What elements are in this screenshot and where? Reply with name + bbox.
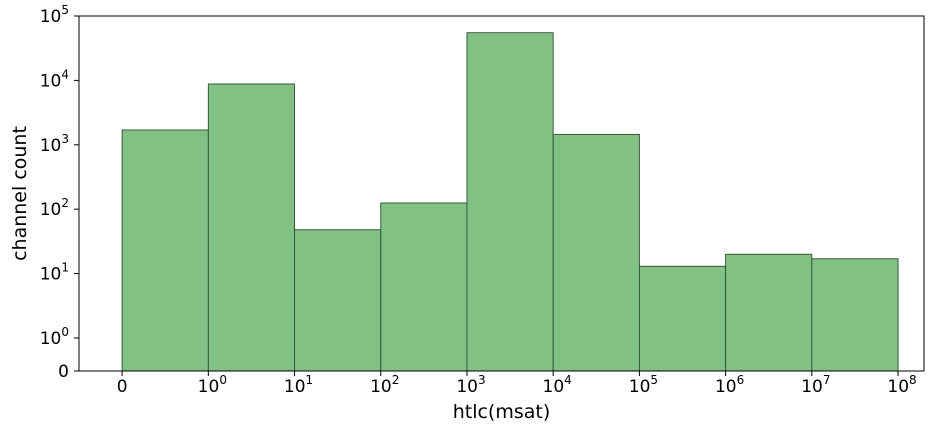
x-tick-label: 105 <box>629 373 658 397</box>
x-tick-label: 102 <box>370 373 399 397</box>
y-tick-label: 100 <box>40 325 69 349</box>
y-tick-label: 0 <box>58 362 69 382</box>
x-tick-label: 100 <box>198 373 227 397</box>
y-tick-label: 102 <box>40 196 69 220</box>
plot-frame <box>78 15 925 372</box>
histogram-bar-1 <box>207 83 295 372</box>
histogram-bar-3 <box>380 202 468 372</box>
histogram-bar-4 <box>466 32 554 372</box>
y-axis: 0 100 101 102 103 104 105 <box>40 3 79 382</box>
histogram-bar-5 <box>552 133 640 372</box>
y-axis-label: channel count <box>9 126 31 261</box>
x-tick-label: 103 <box>456 373 485 397</box>
x-tick-label: 101 <box>284 373 313 397</box>
x-tick-label: 104 <box>543 373 572 397</box>
histogram-bar-0 <box>121 129 209 372</box>
x-axis-label: htlc(msat) <box>453 401 551 423</box>
histogram-bar-8 <box>811 258 899 372</box>
y-tick-label: 101 <box>40 261 69 285</box>
bars-group <box>121 32 899 372</box>
histogram-bar-6 <box>638 265 727 372</box>
x-tick-label: 0 <box>117 377 128 397</box>
y-tick-label: 105 <box>40 3 69 27</box>
y-tick-label: 103 <box>40 132 69 156</box>
x-tick-label: 107 <box>801 373 830 397</box>
x-tick-label: 106 <box>715 373 744 397</box>
x-axis: 0 100 101 102 103 104 105 106 107 108 <box>117 371 917 397</box>
x-tick-label: 108 <box>887 373 916 397</box>
histogram-bar-7 <box>725 253 813 372</box>
histogram-bar-2 <box>294 229 382 372</box>
y-tick-label: 104 <box>40 67 69 91</box>
